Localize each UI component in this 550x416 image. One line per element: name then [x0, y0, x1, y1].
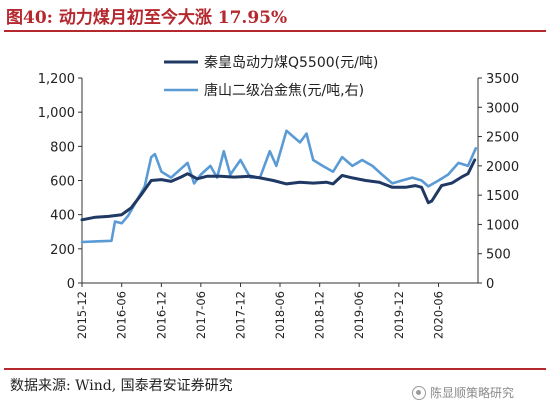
watermark: 陈显顺策略研究	[412, 384, 514, 401]
x-tick-label: 2017-06	[194, 291, 208, 339]
x-tick-label: 2015-12	[75, 291, 89, 339]
y-right-tick-label: 1000	[486, 218, 519, 233]
chart-legend: 秦皇岛动力煤Q5500(元/吨) 唐山二级冶金焦(元/吨,右)	[164, 55, 378, 99]
source-note: 数据来源: Wind, 国泰君安证券研究	[10, 378, 233, 394]
y-right-tick-label: 2500	[486, 131, 519, 146]
chart-axes: 0 200 400 600 800 1,000 1,200 0 500 1000 1500 2000 2…	[38, 72, 519, 339]
y-right-tick-label: 500	[486, 248, 511, 263]
legend-label-1: 秦皇岛动力煤Q5500(元/吨)	[204, 55, 378, 71]
y-right-tick-label: 3000	[486, 101, 519, 116]
watermark-text: 陈显顺策略研究	[430, 386, 515, 400]
x-tick-label: 2017-12	[234, 291, 248, 339]
x-tick-label: 2018-12	[313, 291, 327, 339]
y-right-tick-label: 0	[486, 277, 494, 292]
x-tick-label: 2019-06	[352, 291, 366, 339]
y-left-tick-label: 1,000	[38, 106, 75, 121]
series-line-2	[80, 129, 478, 244]
y-left-tick-label: 400	[50, 209, 75, 224]
legend-label-2: 唐山二级冶金焦(元/吨,右)	[204, 82, 364, 99]
y-left-tick-label: 0	[67, 277, 75, 292]
source-divider	[4, 368, 546, 370]
x-tick-label: 2016-12	[154, 291, 168, 339]
y-right-tick-label: 1500	[486, 189, 519, 204]
wechat-icon	[412, 385, 426, 400]
x-tick-label: 2020-06	[432, 291, 446, 339]
x-tick-label: 2019-12	[392, 291, 406, 339]
y-left-tick-label: 200	[50, 243, 75, 258]
x-tick-label: 2018-06	[273, 291, 287, 339]
y-left-tick-label: 1,200	[38, 72, 75, 87]
series-line-1	[80, 158, 477, 222]
chart-title: 图40: 动力煤月初至今大涨 17.95%	[6, 8, 288, 28]
line-chart: 0 200 400 600 800 1,000 1,200 0 500 1000 1500 2000 2…	[38, 55, 519, 339]
y-left-tick-label: 800	[50, 140, 75, 155]
x-tick-label: 2016-06	[115, 291, 129, 339]
y-right-tick-label: 3500	[486, 72, 519, 87]
y-right-tick-label: 2000	[486, 160, 519, 175]
title-divider	[4, 30, 546, 32]
chart-series-lines	[80, 129, 478, 244]
y-left-tick-label: 600	[50, 175, 75, 190]
